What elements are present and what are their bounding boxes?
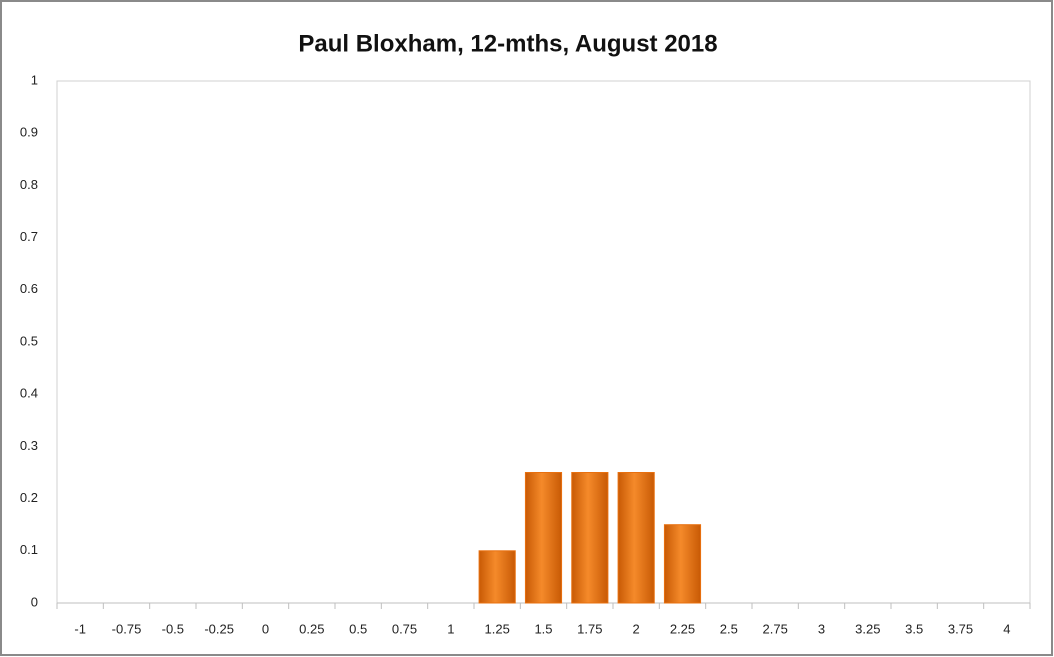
y-tick-label: 0.8 — [20, 177, 38, 192]
y-tick-label: 0.4 — [20, 386, 38, 401]
x-tick-label: 3.5 — [905, 621, 923, 636]
x-tick-label: 0.25 — [299, 621, 324, 636]
x-tick-label: -1 — [74, 621, 86, 636]
y-tick-label: 0.2 — [20, 490, 38, 505]
x-tick-label: 3.25 — [855, 621, 880, 636]
x-tick-label: 4 — [1003, 621, 1010, 636]
bar — [478, 550, 516, 604]
x-tick-label: 1.75 — [577, 621, 602, 636]
chart-title: Paul Bloxham, 12-mths, August 2018 — [298, 30, 717, 57]
y-tick-label: 0.3 — [20, 438, 38, 453]
bar — [524, 472, 563, 604]
x-tick-label: -0.25 — [204, 621, 234, 636]
x-tick-label: 3.75 — [948, 621, 973, 636]
bar — [617, 472, 655, 604]
x-tick-label: 1.5 — [534, 621, 552, 636]
y-tick-label: 0.5 — [20, 333, 38, 348]
x-tick-label: 0.75 — [392, 621, 417, 636]
x-tick-label: -0.75 — [112, 621, 142, 636]
y-tick-label: 0.7 — [20, 229, 38, 244]
x-tick-label: 3 — [818, 621, 825, 636]
y-tick-label: 0.6 — [20, 281, 38, 296]
y-tick-label: 0.1 — [20, 542, 38, 557]
x-tick-label: 1 — [447, 621, 454, 636]
x-tick-label: 2.25 — [670, 621, 695, 636]
x-tick-label: 0 — [262, 621, 269, 636]
x-tick-label: 1.25 — [485, 621, 510, 636]
x-tick-label: 2 — [633, 621, 640, 636]
y-tick-label: 0 — [31, 594, 38, 609]
y-tick-label: 1 — [31, 72, 38, 87]
y-tick-label: 0.9 — [20, 125, 38, 140]
x-tick-label: 2.75 — [763, 621, 788, 636]
bar — [571, 472, 609, 604]
x-tick-label: -0.5 — [162, 621, 184, 636]
x-tick-label: 0.5 — [349, 621, 367, 636]
x-tick-label: 2.5 — [720, 621, 738, 636]
bar — [663, 524, 702, 604]
